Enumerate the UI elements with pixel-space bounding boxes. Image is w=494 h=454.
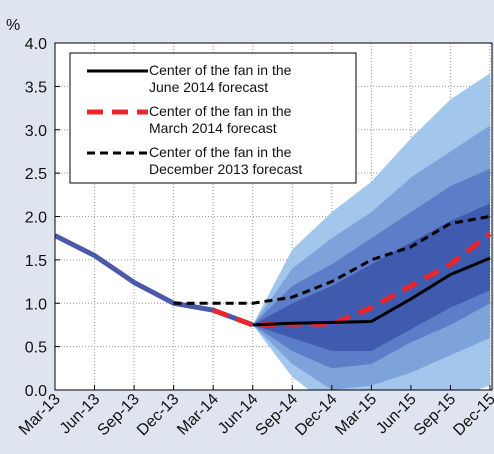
series-line xyxy=(252,256,491,327)
y-tick-label: 0.0 xyxy=(25,383,47,400)
legend-label-box: Center of the fan in the December 2013 f… xyxy=(149,144,303,177)
y-tick-label: 2.5 xyxy=(25,166,47,183)
legend-label: Center of the fan in the December 2013 f… xyxy=(149,144,303,177)
legend-label-box: Center of the fan in the June 2014 forec… xyxy=(149,62,292,95)
legend-box xyxy=(69,52,357,184)
legend-label: Center of the fan in the March 2014 fore… xyxy=(149,103,292,136)
y-tick-label: 3.0 xyxy=(25,123,47,140)
legend-label: Center of the fan in the June 2014 forec… xyxy=(149,62,292,95)
y-tick-label: 0.5 xyxy=(25,340,47,357)
series-line xyxy=(173,215,491,305)
y-tick-label: 1.5 xyxy=(25,253,47,270)
y-tick-label: 2.0 xyxy=(25,210,47,227)
legend: Center of the fan in the June 2014 forec… xyxy=(69,52,357,184)
legend-label-box: Center of the fan in the March 2014 fore… xyxy=(149,103,292,136)
y-tick-label: 1.0 xyxy=(25,296,47,313)
fan-band xyxy=(252,203,490,351)
y-tick-label: 4.0 xyxy=(25,36,47,53)
y-axis-label: % xyxy=(6,17,20,34)
y-tick-label: 3.5 xyxy=(25,79,47,96)
plot xyxy=(55,73,492,390)
